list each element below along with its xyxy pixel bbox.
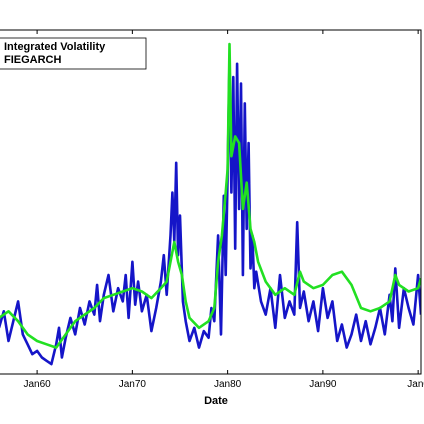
x-tick-label: Jan90 [309, 379, 337, 390]
plot-frame [0, 29, 422, 375]
x-tick-label: Jan70 [119, 379, 147, 390]
series-line-fiegarch [0, 42, 421, 349]
series-line-integrated-volatility [0, 59, 421, 366]
x-tick-label: Jan60 [23, 379, 51, 390]
x-axis: Jan60 Jan70 Jan80 Jan90 Jan0 [23, 30, 424, 390]
x-tick-label: Jan0 [407, 379, 424, 390]
series-layer [0, 42, 421, 366]
legend-entry-fiegarch: FIEGARCH [4, 54, 62, 66]
x-tick-label: Jan80 [214, 379, 242, 390]
x-axis-label: Date [204, 395, 228, 407]
legend-box [0, 37, 147, 70]
legend: Integrated Volatility FIEGARCH [0, 37, 147, 70]
legend-entry-integrated-volatility: Integrated Volatility [4, 41, 106, 53]
